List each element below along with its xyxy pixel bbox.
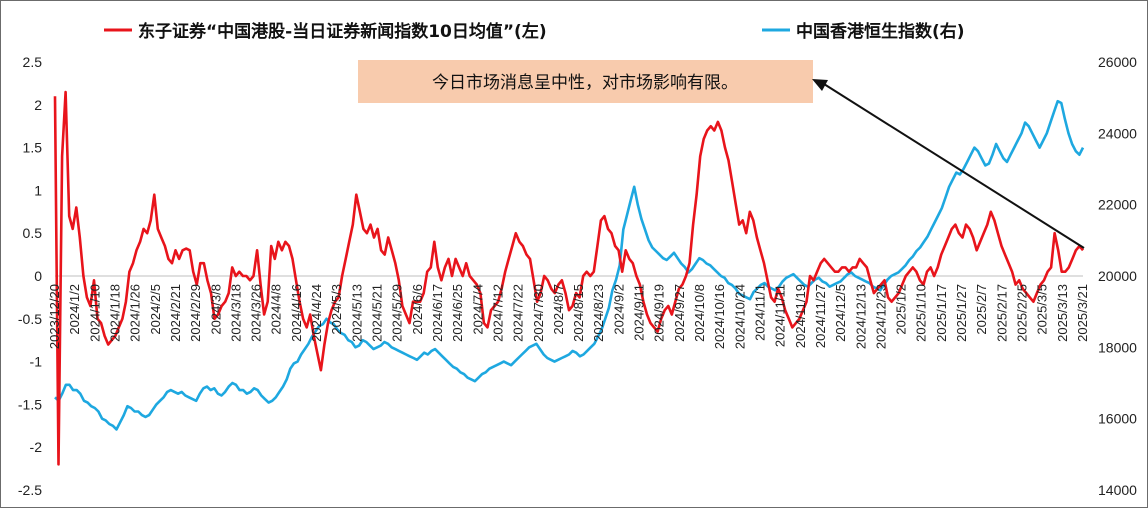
x-tick-label: 2025/3/5 — [1035, 284, 1050, 335]
x-tick-label: 2024/9/19 — [652, 284, 667, 342]
x-tick-label: 2024/11/19 — [793, 284, 808, 348]
x-tick-label: 2024/6/6 — [410, 284, 425, 335]
x-tick-label: 2025/1/17 — [934, 284, 949, 342]
x-tick-label: 2025/2/17 — [994, 284, 1009, 342]
legend: 东子证券“中国港股-当日证券新闻指数10日均值”(左) 中国香港恒生指数(右) — [104, 21, 965, 42]
x-tick-label: 2024/12/13 — [853, 284, 868, 349]
annotation-arrow — [823, 83, 1085, 249]
x-tick-label: 2024/2/5 — [148, 284, 163, 335]
legend-label-hang-seng: 中国香港恒生指数(右) — [796, 21, 965, 42]
x-tick-label: 2025/3/13 — [1055, 284, 1070, 342]
x-tick-label: 2024/8/15 — [571, 284, 586, 342]
annotation-arrowhead — [812, 79, 828, 91]
right-tick-label: 22000 — [1098, 197, 1137, 213]
left-tick-label: -2 — [30, 439, 43, 455]
x-tick-label: 2024/6/25 — [450, 284, 465, 342]
right-tick-label: 24000 — [1098, 125, 1137, 141]
left-tick-label: 1.5 — [23, 140, 43, 156]
right-axis-ticks: 26000 24000 22000 20000 18000 16000 14000 — [1098, 54, 1137, 498]
x-tick-label: 2024/8/7 — [551, 284, 566, 335]
x-tick-label: 2024/9/2 — [611, 284, 626, 335]
x-tick-label: 2024/11/11 — [773, 284, 788, 347]
x-tick-label: 2024/7/12 — [490, 284, 505, 342]
x-tick-label: 2024/4/8 — [269, 284, 284, 335]
annotation-text: 今日市场消息呈中性，对市场影响有限。 — [432, 73, 738, 93]
x-tick-label: 2024/5/3 — [329, 284, 344, 335]
left-axis-ticks: 2.5 2 1.5 1 0.5 0 -0.5 -1 -1.5 -2 -2.5 — [18, 54, 42, 498]
x-tick-label: 2025/1/2 — [894, 284, 909, 335]
right-tick-label: 20000 — [1098, 268, 1137, 284]
x-tick-label: 2024/6/17 — [430, 284, 445, 342]
left-tick-label: -2.5 — [18, 482, 42, 498]
left-tick-label: 1 — [34, 182, 42, 198]
x-tick-label: 2025/1/27 — [954, 284, 969, 342]
x-tick-label: 2024/3/26 — [249, 284, 264, 342]
x-tick-label: 2024/7/4 — [470, 284, 485, 335]
x-tick-label: 2024/8/23 — [591, 284, 606, 342]
x-tick-label: 2024/11/1 — [752, 284, 767, 341]
x-tick-label: 2024/2/21 — [168, 284, 183, 342]
left-tick-label: -1 — [30, 354, 43, 370]
x-tick-label: 2024/9/11 — [632, 284, 647, 341]
x-tick-label: 2024/10/16 — [712, 284, 727, 349]
left-tick-label: -1.5 — [18, 396, 42, 412]
left-tick-label: 0.5 — [23, 225, 43, 241]
series-line-news-index — [53, 90, 1085, 466]
x-tick-label: 2024/1/26 — [128, 284, 143, 342]
x-axis-ticks: 2023/12/20 2024/1/2 2024/1/10 2024/1/18 2024… — [47, 284, 1090, 349]
x-tick-label: 2024/7/30 — [531, 284, 546, 342]
x-tick-label: 2024/10/8 — [692, 284, 707, 342]
x-tick-label: 2024/3/8 — [208, 284, 223, 335]
left-tick-label: -0.5 — [18, 311, 42, 327]
right-tick-label: 16000 — [1098, 411, 1137, 427]
x-tick-label: 2024/1/10 — [87, 284, 102, 342]
x-tick-label: 2023/12/20 — [47, 284, 62, 349]
x-tick-label: 2024/12/23 — [873, 284, 888, 349]
x-tick-label: 2025/2/25 — [1015, 284, 1030, 342]
x-tick-label: 2024/2/29 — [188, 284, 203, 342]
legend-label-news-index: 东子证券“中国港股-当日证券新闻指数10日均值”(左) — [138, 21, 547, 42]
x-tick-label: 2024/11/27 — [813, 284, 828, 348]
x-tick-label: 2024/4/24 — [309, 284, 324, 342]
x-tick-label: 2025/2/7 — [974, 284, 989, 335]
x-tick-label: 2024/5/21 — [370, 284, 385, 342]
right-tick-label: 14000 — [1098, 482, 1137, 498]
series-layer — [53, 90, 1085, 466]
x-tick-label: 2025/3/21 — [1075, 284, 1090, 342]
x-tick-label: 2024/1/2 — [67, 284, 82, 335]
x-tick-label: 2025/1/10 — [914, 284, 929, 342]
x-tick-label: 2024/1/18 — [107, 284, 122, 342]
right-tick-label: 26000 — [1098, 54, 1137, 70]
x-tick-label: 2024/7/22 — [511, 284, 526, 342]
x-tick-label: 2024/3/18 — [228, 284, 243, 342]
annotation-box — [358, 60, 813, 103]
left-tick-label: 2 — [34, 97, 42, 113]
x-tick-label: 2024/5/13 — [349, 284, 364, 342]
x-tick-label: 2024/10/24 — [732, 284, 747, 349]
left-tick-label: 2.5 — [23, 54, 43, 70]
x-tick-label: 2024/4/16 — [289, 284, 304, 342]
x-tick-label: 2024/12/5 — [833, 284, 848, 342]
series-line-hang-seng — [54, 99, 1085, 431]
right-tick-label: 18000 — [1098, 339, 1137, 355]
x-tick-label: 2024/5/29 — [390, 284, 405, 342]
left-tick-label: 0 — [34, 268, 42, 284]
x-tick-label: 2024/9/27 — [672, 284, 687, 342]
